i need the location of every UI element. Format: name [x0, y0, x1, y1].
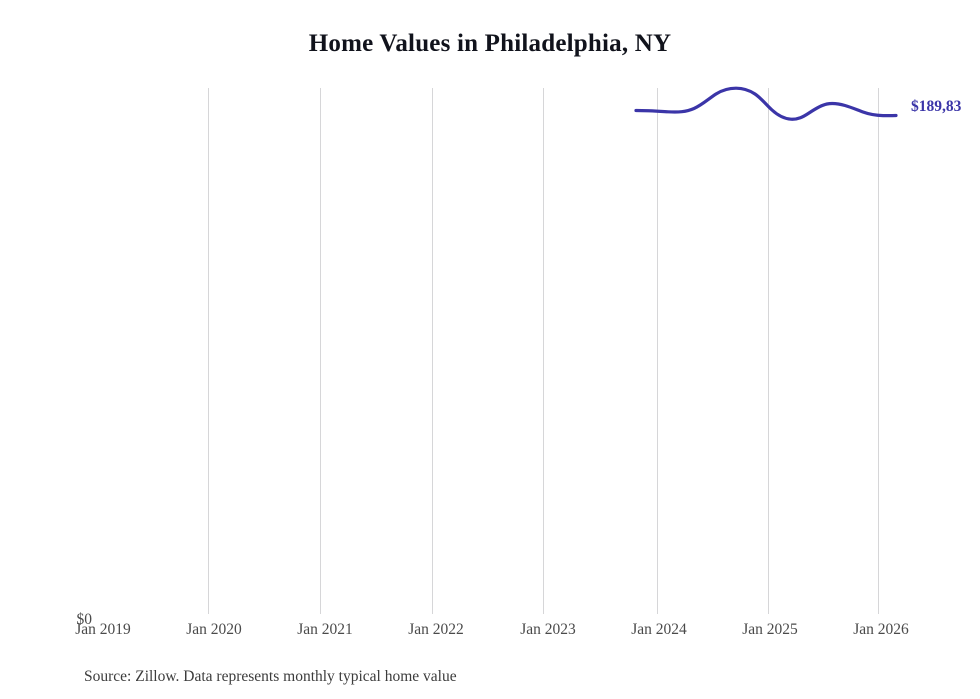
gridline-jan-2026 [878, 88, 879, 614]
gridline-jan-2020 [208, 88, 209, 614]
gridline-jan-2022 [432, 88, 433, 614]
x-axis-tick-jan-2025: Jan 2025 [742, 621, 798, 638]
gridline-jan-2025 [768, 88, 769, 614]
chart-title: Home Values in Philadelphia, NY [308, 30, 672, 57]
gridline-jan-2021 [320, 88, 321, 614]
gridline-jan-2024 [657, 88, 658, 614]
x-axis-tick-jan-2020: Jan 2020 [186, 621, 242, 638]
x-axis-tick-jan-2022: Jan 2022 [408, 621, 464, 638]
x-axis-tick-jan-2019: Jan 2019 [75, 621, 131, 638]
x-axis-tick-jan-2024: Jan 2024 [631, 621, 687, 638]
x-axis-tick-jan-2023: Jan 2023 [520, 621, 576, 638]
y-axis-tick-0: $0 [76, 611, 93, 628]
gridline-jan-2023 [543, 88, 544, 614]
x-axis-tick-jan-2026: Jan 2026 [853, 621, 909, 638]
source-note: Source: Zillow. Data represents monthly … [84, 668, 457, 685]
x-axis-tick-jan-2021: Jan 2021 [297, 621, 353, 638]
series-end-value-label: $189,83 [911, 98, 962, 115]
